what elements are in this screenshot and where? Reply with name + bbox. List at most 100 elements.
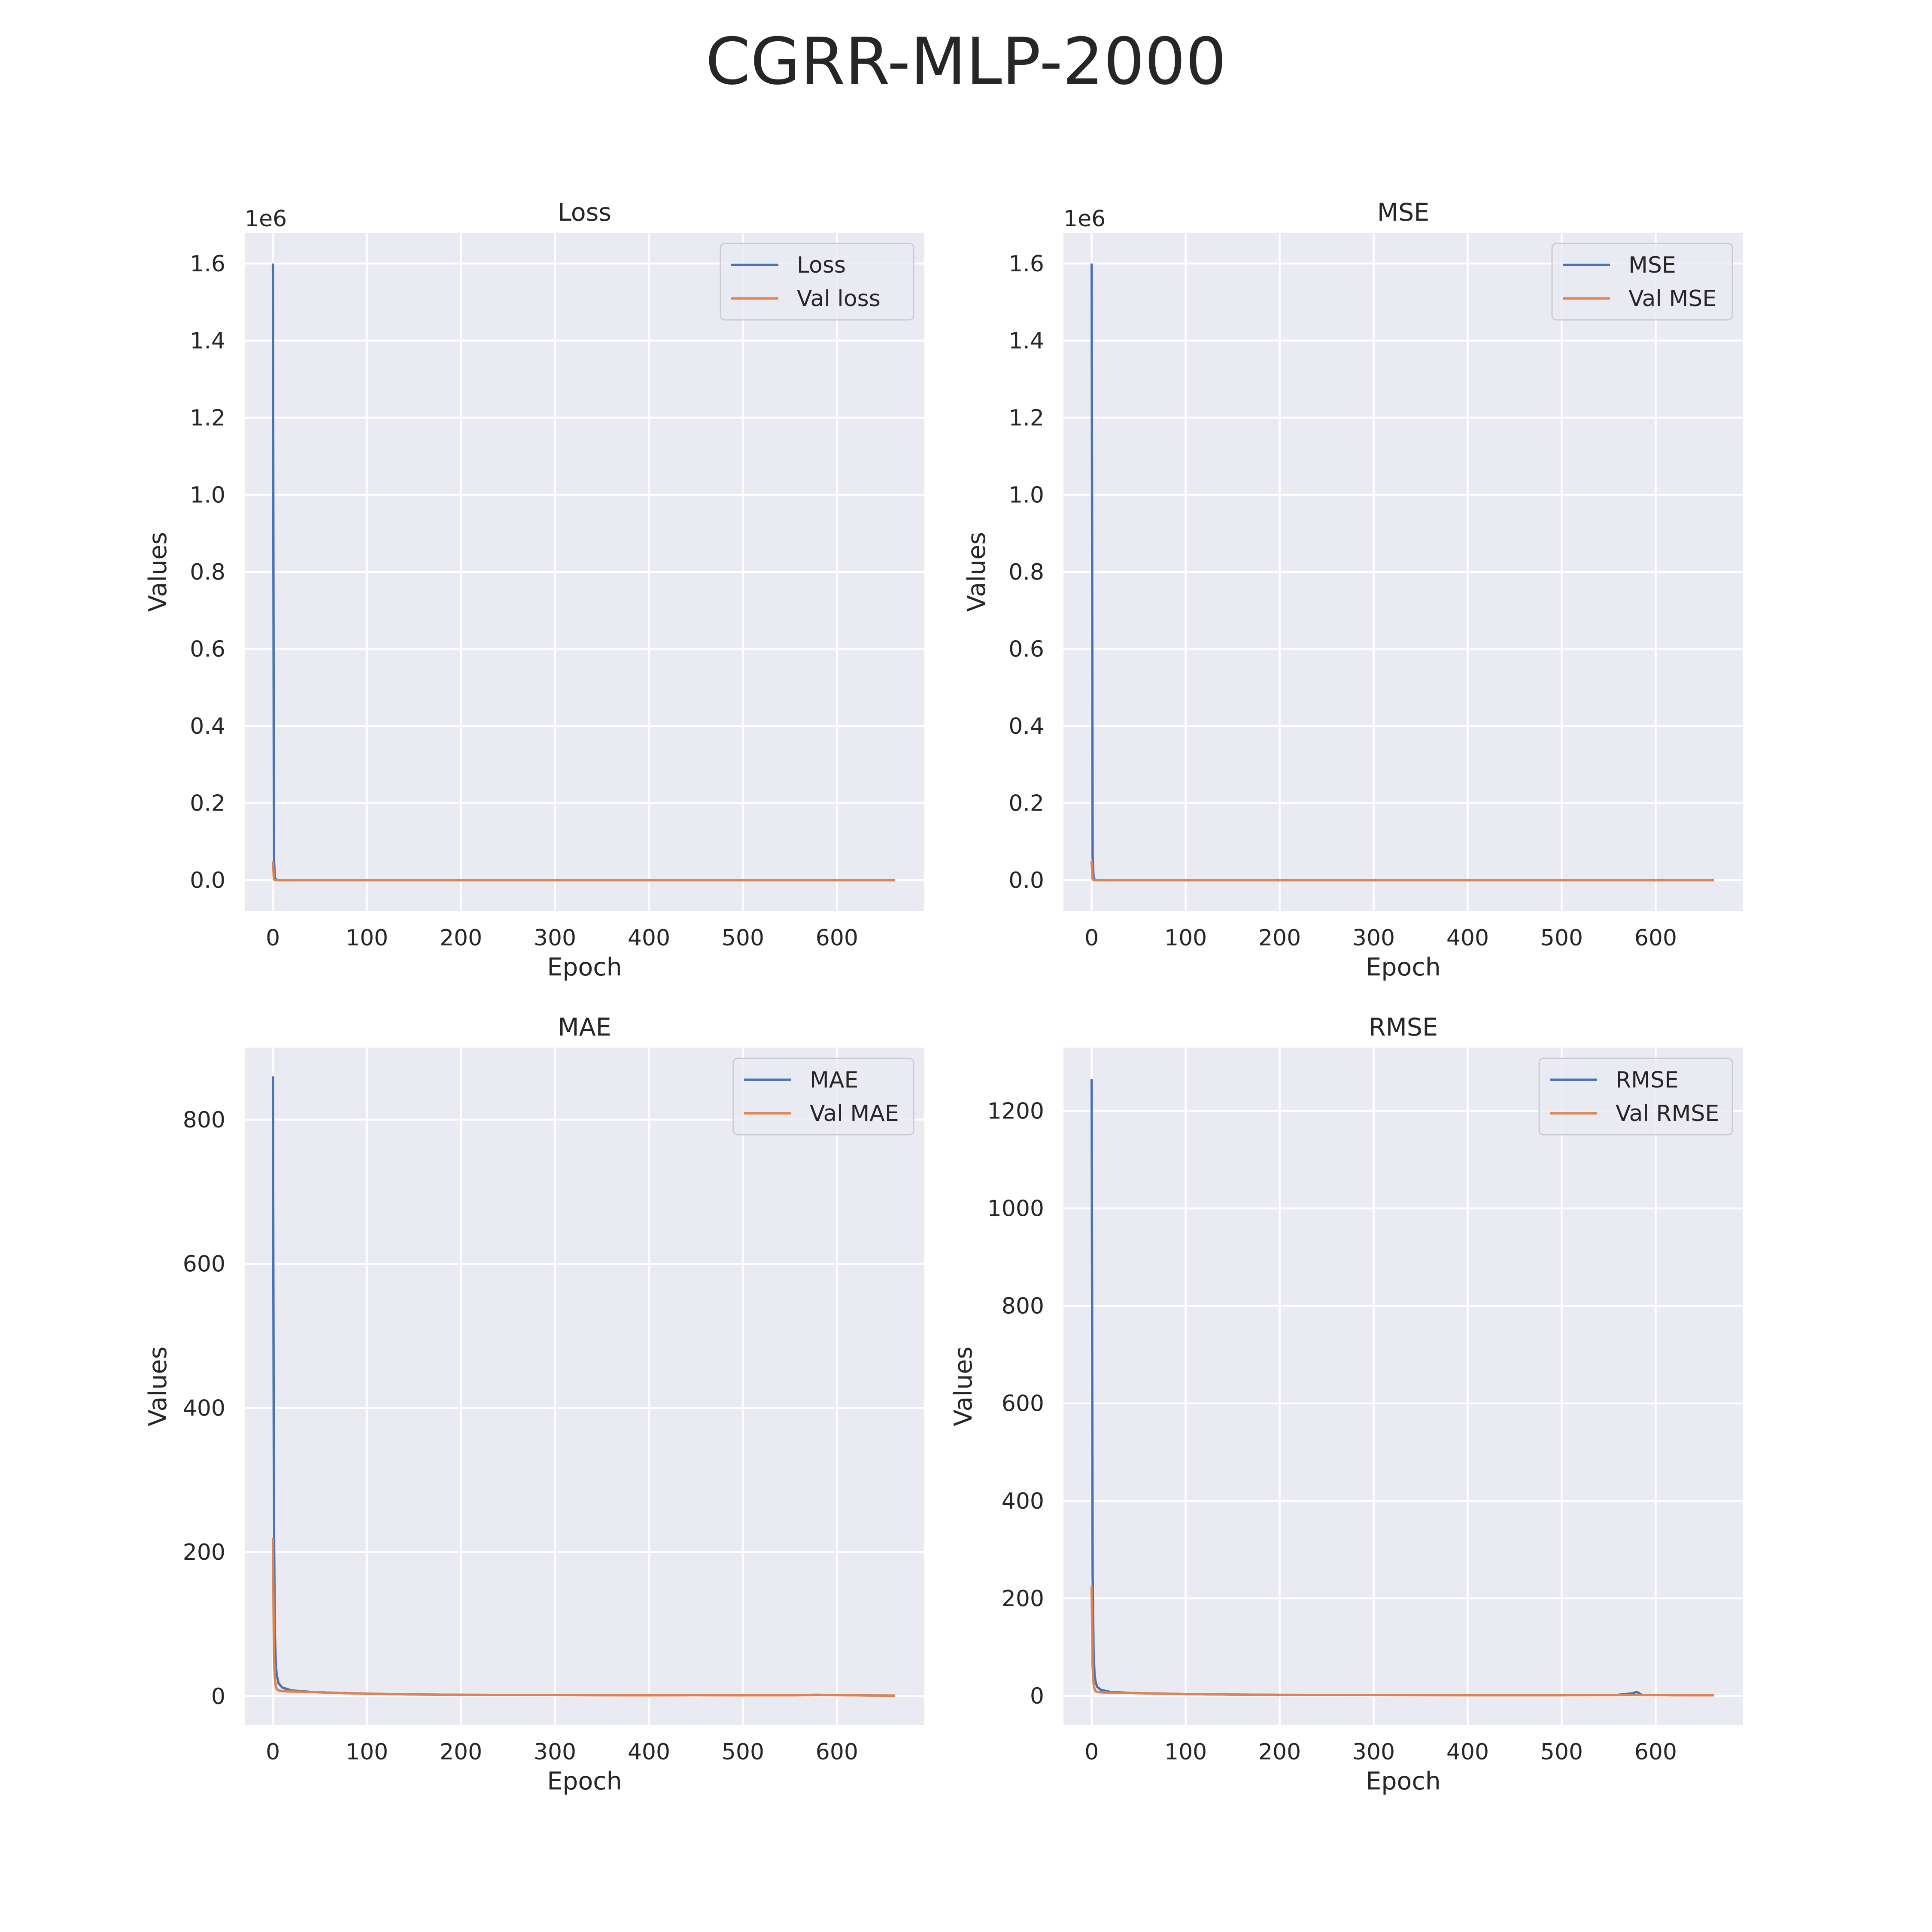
x-tick-label: 100 [1164,1739,1207,1765]
x-axis-label: Epoch [1366,1767,1441,1795]
y-tick-label: 400 [1002,1488,1044,1514]
subplot-rmse: 0 100 200 300 400 500 600 0 200 400 600 800 1000 1200… [949,1013,1743,1795]
y-tick-label: 0.0 [190,868,225,893]
legend-label: Val MAE [810,1101,899,1127]
x-tick-label: 200 [440,1739,482,1765]
legend-label: Val MSE [1628,286,1716,312]
series-line-1 [1090,861,1714,881]
y-tick-label: 0.4 [190,714,225,739]
y-tick-label: 200 [183,1540,225,1565]
y-tick-label: 600 [1002,1391,1044,1417]
x-tick-label: 200 [1258,1739,1301,1765]
y-tick-label: 0.0 [1009,868,1044,893]
legend-box [720,243,914,321]
x-tick-label: 100 [1164,925,1207,951]
legend: MAE Val MAE [732,1057,914,1136]
x-tick-label: 100 [346,925,388,951]
y-tick-label: 0 [211,1684,225,1710]
y-tick-label: 0.8 [1009,559,1044,585]
legend-box [1551,243,1733,321]
legend-box [1538,1057,1733,1136]
figure-title: CGRR-MLP-2000 [705,24,1226,99]
y-tick-label: 0 [1030,1683,1044,1709]
subplot-title: MSE [1377,198,1429,227]
x-tick-label: 600 [816,925,858,951]
x-tick-label: 200 [440,925,482,951]
x-tick-label: 300 [534,925,576,951]
y-tick-label: 0.2 [1009,791,1044,817]
y-tick-label: 1.6 [190,251,225,277]
legend-label: MSE [1628,252,1676,278]
subplot-title: RMSE [1369,1013,1438,1042]
legend-box [732,1057,914,1136]
subplot-mae: 0 100 200 300 400 500 600 0 200 400 600 800 MAE Epoch… [144,1013,924,1795]
subplot-mse: 0 100 200 300 400 500 600 0.0 0.2 0.4 0.6 0.8 1.0 1.2… [963,198,1743,981]
x-tick-label: 500 [1540,925,1583,951]
x-tick-label: 100 [346,1739,388,1765]
x-tick-label: 500 [1540,1739,1583,1765]
y-tick-label: 800 [1002,1294,1044,1319]
x-tick-label: 600 [816,1739,858,1765]
y-tick-label: 800 [183,1107,225,1133]
legend-label: MAE [810,1067,858,1093]
y-tick-label: 1000 [987,1196,1044,1222]
y-tick-label: 1200 [987,1099,1044,1124]
legend-label: Loss [797,252,846,278]
legend-label: RMSE [1616,1067,1679,1093]
subplot-title: MAE [558,1013,611,1042]
x-tick-label: 400 [628,925,670,951]
y-axis-label: Values [144,532,172,612]
y-tick-label: 1.0 [1009,482,1044,508]
y-tick-label: 1.2 [1009,405,1044,431]
y-tick-label: 0.2 [190,791,225,817]
y-axis-label: Values [949,1346,978,1426]
subplot-loss: 0 100 200 300 400 500 600 0.0 0.2 0.4 0.6 0.8 1.0 1.2… [144,198,924,981]
subplots: 0 100 200 300 400 500 600 0.0 0.2 0.4 0.6 0.8 1.0 1.2… [144,198,1743,1795]
legend-label: Val RMSE [1616,1101,1719,1127]
legend: RMSE Val RMSE [1538,1057,1733,1136]
y-tick-label: 1.4 [190,328,225,354]
x-tick-label: 300 [1352,1739,1395,1765]
y-tick-label: 0.6 [1009,637,1044,662]
x-tick-label: 600 [1634,1739,1677,1765]
y-tick-label: 600 [183,1252,225,1277]
x-tick-label: 200 [1258,925,1301,951]
y-tick-label: 1.2 [190,405,225,431]
x-tick-label: 600 [1634,925,1677,951]
y-tick-label: 1.6 [1009,251,1044,277]
x-tick-label: 500 [722,1739,764,1765]
y-axis-label: Values [963,532,991,612]
y-tick-label: 0.6 [190,637,225,662]
x-tick-label: 300 [1352,925,1395,951]
x-tick-label: 500 [722,925,764,951]
y-offset-text: 1e6 [1063,206,1106,232]
x-tick-label: 300 [534,1739,576,1765]
y-tick-label: 400 [183,1395,225,1421]
x-axis-label: Epoch [547,953,622,981]
legend: Loss Val loss [720,243,914,321]
x-tick-label: 400 [628,1739,670,1765]
plot-area [245,1048,924,1725]
x-tick-label: 0 [266,925,280,951]
x-tick-label: 0 [266,1739,280,1765]
legend: MSE Val MSE [1551,243,1733,321]
y-axis-label: Values [144,1346,172,1426]
x-tick-label: 0 [1084,1739,1099,1765]
series-line-1 [1090,1586,1714,1697]
y-tick-label: 0.8 [190,559,225,585]
y-tick-label: 200 [1002,1586,1044,1612]
x-tick-label: 400 [1446,1739,1489,1765]
y-tick-label: 0.4 [1009,714,1044,739]
x-axis-label: Epoch [547,1767,622,1795]
series-line-1 [271,1537,896,1697]
series-line-1 [271,861,896,881]
x-tick-label: 0 [1084,925,1099,951]
y-tick-label: 1.4 [1009,328,1044,354]
subplot-title: Loss [558,198,611,227]
legend-label: Val loss [797,286,881,312]
y-offset-text: 1e6 [245,206,287,232]
x-axis-label: Epoch [1366,953,1441,981]
y-tick-label: 1.0 [190,482,225,508]
plot-area [1063,1048,1743,1725]
